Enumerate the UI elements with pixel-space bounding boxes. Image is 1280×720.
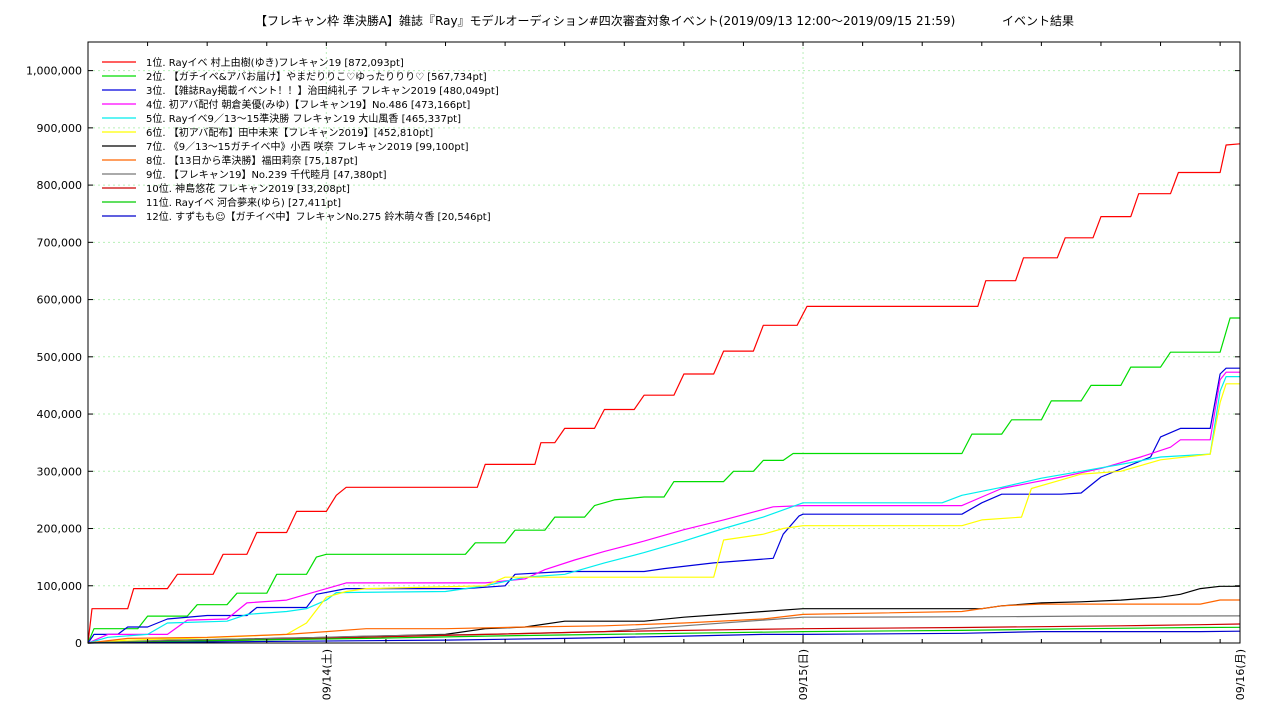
legend-label: 7位. 《9／13〜15ガチイベ中》小西 咲奈 フレキャン2019 [99,10…: [146, 140, 469, 153]
series-line-4: [87, 371, 1240, 644]
y-tick-label: 1,000,000: [26, 65, 82, 78]
y-tick-label: 900,000: [37, 122, 83, 135]
y-tick-label: 700,000: [37, 236, 83, 249]
y-tick-label: 400,000: [37, 408, 83, 421]
legend-label: 11位. Rayイベ 河合夢来(ゆら) [27,411pt]: [146, 196, 341, 209]
y-tick-label: 300,000: [37, 465, 83, 478]
y-tick-label: 100,000: [37, 580, 83, 593]
legend-label: 12位. すずもも☺【ガチイベ中】フレキャンNo.275 鈴木萌々香 [20,5…: [146, 210, 491, 223]
chart-title: 【フレキャン枠 準決勝A】雑誌『Ray』モデルオーディション#四次審査対象イベン…: [255, 13, 955, 28]
legend-label: 3位. 【雑誌Ray掲載イベント！！】治田純礼子 フレキャン2019 [480,…: [146, 84, 499, 97]
x-tick-label: 09/15(日): [797, 649, 810, 700]
series-line-1: [87, 143, 1241, 644]
y-tick-label: 0: [75, 637, 82, 650]
x-tick-label: 09/14(土): [320, 649, 333, 700]
series-line-6: [87, 383, 1240, 644]
x-tick-label: 09/16(月): [1234, 649, 1247, 700]
legend-label: 1位. Rayイベ 村上由樹(ゆき)フレキャン19 [872,093pt]: [146, 56, 404, 69]
legend: 1位. Rayイベ 村上由樹(ゆき)フレキャン19 [872,093pt]2位.…: [102, 56, 499, 223]
axes: 0 100,000 200,000 300,000 400,000 500,000 600,…: [26, 42, 1247, 700]
series-line-9: [87, 615, 1241, 644]
series-line-5: [87, 376, 1240, 644]
series-line-2: [87, 317, 1240, 644]
legend-label: 4位. 初アバ配付 朝倉美優(みゆ)【フレキャン19】No.486 [473,1…: [146, 98, 470, 111]
legend-label: 10位. 神島悠花 フレキャン2019 [33,208pt]: [146, 182, 350, 195]
chart-subtitle: イベント結果: [1002, 14, 1074, 28]
y-tick-label: 500,000: [37, 351, 83, 364]
legend-label: 6位. 【初アバ配布】田中未来【フレキャン2019】[452,810pt]: [146, 126, 433, 139]
legend-label: 5位. Rayイベ9／13〜15準決勝 フレキャン19 大山風香 [465,33…: [146, 112, 461, 125]
y-tick-label: 200,000: [37, 523, 83, 536]
series-line-8: [87, 599, 1240, 644]
legend-label: 9位. 【フレキャン19】No.239 千代睦月 [47,380pt]: [146, 168, 387, 181]
legend-label: 8位. 【13日から準決勝】福田莉奈 [75,187pt]: [146, 154, 358, 167]
y-tick-label: 800,000: [37, 179, 83, 192]
series-line-12: [87, 630, 1241, 644]
plot-area-frame: [87, 41, 1241, 644]
legend-label: 2位. 【ガチイベ&アバお届け】やまだりりこ♡ゆったりりり♡ [567,734p…: [146, 70, 487, 83]
y-tick-label: 600,000: [37, 294, 83, 307]
series-line-7: [87, 585, 1240, 644]
